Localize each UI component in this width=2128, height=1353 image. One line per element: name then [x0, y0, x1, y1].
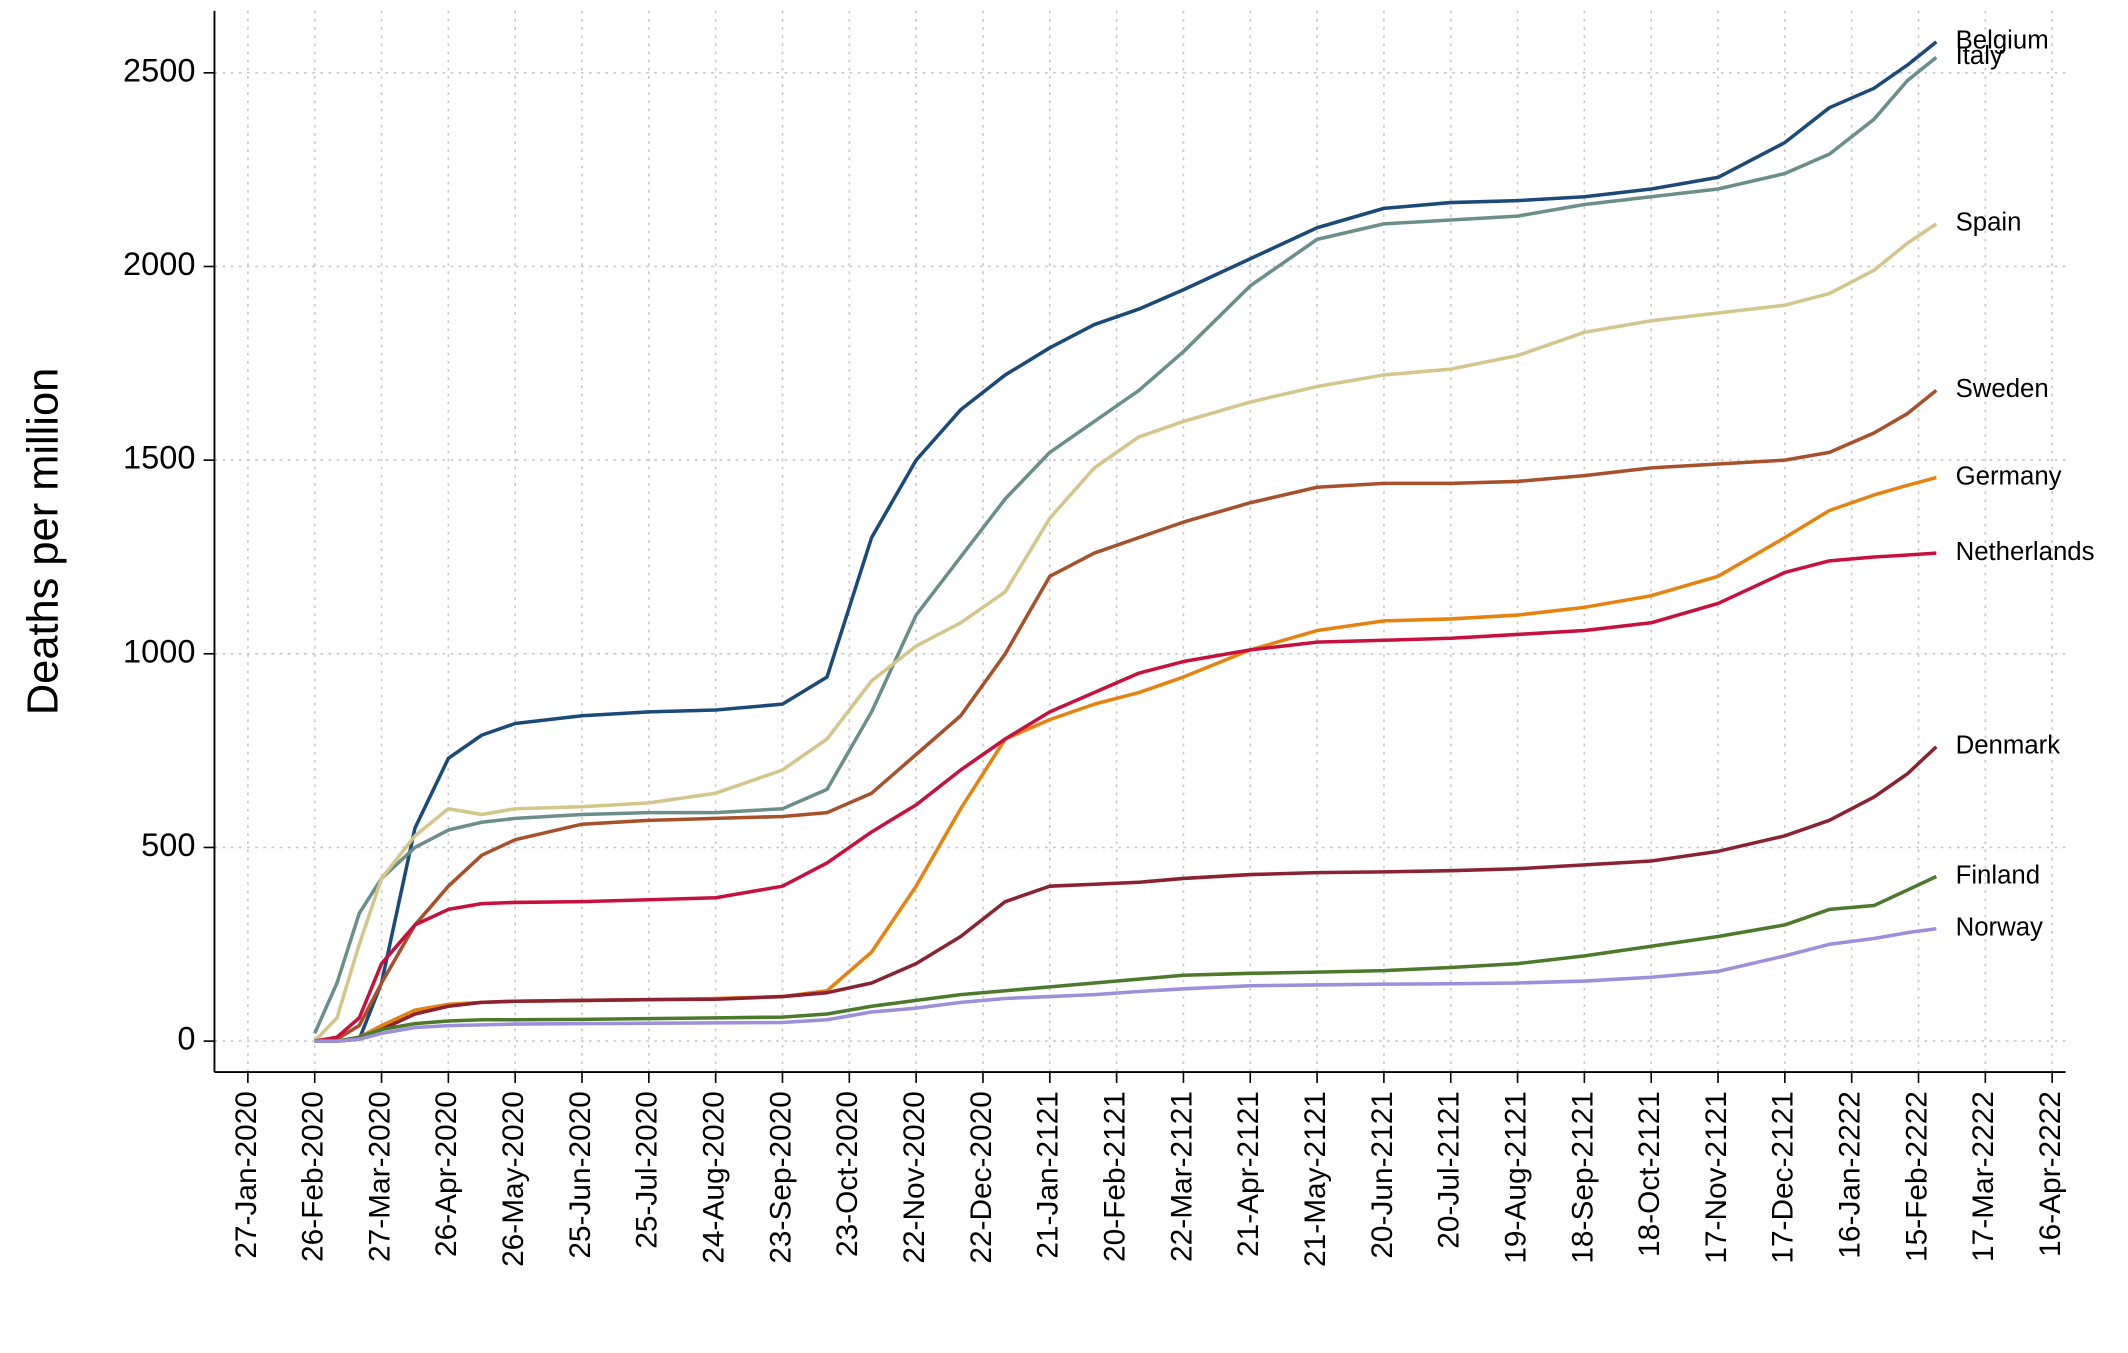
series-line — [314, 389, 1938, 1043]
series-label: Finland — [1956, 861, 2041, 889]
series-line — [314, 745, 1938, 1043]
x-tick-label: 22-Dec-2020 — [965, 1091, 998, 1264]
y-tick-label: 0 — [177, 1021, 195, 1057]
x-tick-label: 22-Mar-2121 — [1165, 1091, 1198, 1262]
x-tick-label: 19-Aug-2121 — [1499, 1091, 1532, 1264]
x-tick-label: 22-Nov-2020 — [898, 1091, 931, 1264]
x-tick-label: 20-Feb-2121 — [1098, 1091, 1131, 1262]
x-tick-label: 16-Apr-2222 — [2034, 1091, 2067, 1257]
y-tick-label: 2000 — [123, 246, 195, 282]
x-tick-label: 17-Nov-2121 — [1700, 1091, 1733, 1264]
series-label: Belgium — [1956, 27, 2049, 55]
series-label: Germany — [1956, 462, 2062, 490]
x-tick-label: 26-Feb-2020 — [297, 1091, 330, 1262]
y-tick-label: 500 — [141, 827, 195, 863]
series-line — [314, 874, 1938, 1043]
y-tick-label: 1500 — [123, 440, 195, 476]
y-axis-title: Deaths per million — [20, 368, 68, 715]
series-label: Sweden — [1956, 375, 2049, 403]
x-tick-label: 17-Dec-2121 — [1767, 1091, 1800, 1264]
x-tick-label: 24-Aug-2020 — [698, 1091, 731, 1264]
x-tick-label: 18-Oct-2121 — [1633, 1091, 1666, 1257]
x-tick-label: 21-Jan-2121 — [1032, 1091, 1065, 1259]
series-label: Norway — [1956, 914, 2043, 942]
x-tick-label: 15-Feb-2222 — [1900, 1091, 1933, 1262]
series-line — [314, 40, 1938, 1043]
x-tick-label: 21-May-2121 — [1299, 1091, 1332, 1267]
series-line — [313, 222, 1938, 1043]
series-label: Denmark — [1956, 732, 2061, 760]
y-tick-label: 1000 — [123, 633, 195, 669]
series-line — [313, 55, 1938, 1035]
x-tick-label: 18-Sep-2121 — [1566, 1091, 1599, 1264]
x-tick-label: 23-Oct-2020 — [831, 1091, 864, 1257]
series-label: Italy — [1956, 42, 2003, 70]
x-tick-label: 16-Jan-2222 — [1834, 1091, 1867, 1259]
x-tick-label: 25-Jul-2020 — [631, 1091, 664, 1249]
x-tick-label: 25-Jun-2020 — [564, 1091, 597, 1259]
x-tick-label: 23-Sep-2020 — [764, 1091, 797, 1264]
y-tick-label: 2500 — [123, 52, 195, 88]
x-tick-label: 27-Jan-2020 — [230, 1091, 263, 1259]
x-tick-label: 26-Apr-2020 — [430, 1091, 463, 1257]
series-label: Netherlands — [1956, 538, 2095, 566]
x-tick-label: 21-Apr-2121 — [1232, 1091, 1265, 1257]
series-line — [314, 551, 1937, 1043]
x-tick-label: 27-Mar-2020 — [363, 1091, 396, 1262]
x-tick-label: 17-Mar-2222 — [1967, 1091, 2000, 1262]
series-line — [314, 927, 1937, 1043]
x-tick-label: 20-Jul-2121 — [1433, 1091, 1466, 1249]
series-label: Spain — [1956, 209, 2022, 237]
x-tick-label: 20-Jun-2121 — [1366, 1091, 1399, 1259]
x-tick-label: 26-May-2020 — [497, 1091, 530, 1267]
